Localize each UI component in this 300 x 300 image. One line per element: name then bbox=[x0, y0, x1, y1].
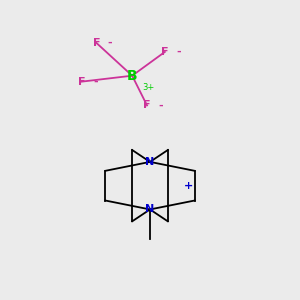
Text: +: + bbox=[184, 181, 193, 191]
Text: F: F bbox=[143, 100, 151, 110]
Text: -: - bbox=[176, 47, 181, 57]
Text: -: - bbox=[93, 76, 98, 87]
Text: B: B bbox=[127, 69, 137, 83]
Text: F: F bbox=[161, 47, 169, 57]
Text: F: F bbox=[78, 76, 85, 87]
Text: N: N bbox=[146, 204, 154, 214]
Text: 3+: 3+ bbox=[142, 83, 155, 92]
Text: N: N bbox=[146, 157, 154, 167]
Text: -: - bbox=[108, 38, 112, 48]
Text: F: F bbox=[93, 38, 100, 48]
Text: -: - bbox=[158, 100, 163, 110]
